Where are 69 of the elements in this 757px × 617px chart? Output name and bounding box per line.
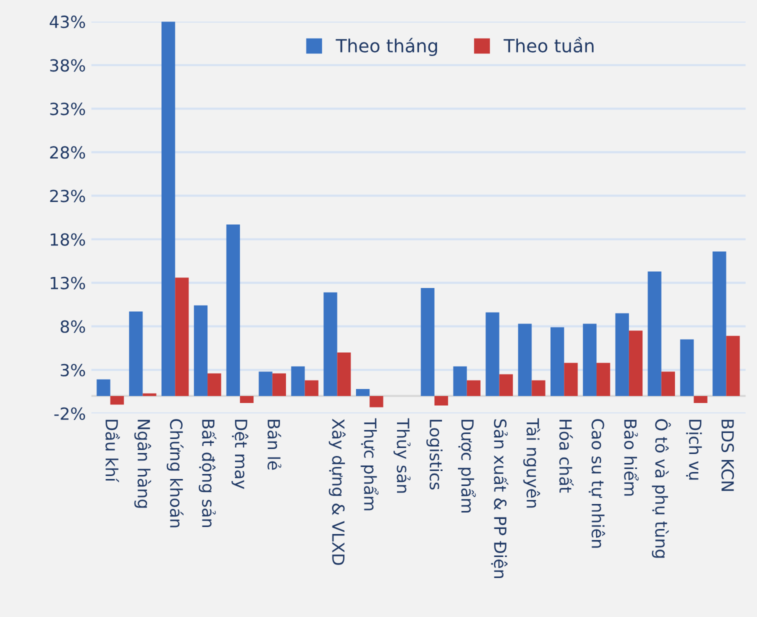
x-tick-label: Dược phẩm [458,420,476,512]
bar [337,352,351,396]
y-tick-label: 3% [60,364,86,376]
x-tick-label: Thủy sản [394,418,411,493]
bar [486,312,500,396]
x-tick-label: Xây dựng & VLXD [328,418,346,565]
x-tick-label: Thực phẩm [360,418,379,510]
bar [532,380,546,396]
bar [162,22,176,396]
bar [226,224,240,396]
bar [434,396,448,406]
bar [194,305,208,396]
x-tick-label: Bảo hiểm [624,420,639,496]
bar [453,366,467,396]
legend-label: Theo tuần [504,37,594,53]
y-tick-label: -2% [54,407,86,420]
bar [712,251,726,396]
bar [208,373,222,396]
bar [726,336,740,396]
bar [628,330,643,396]
bar [518,324,532,396]
bar [324,292,338,396]
bar [240,396,254,403]
y-tick-label: 8% [60,320,86,333]
y-tick-label: 13% [50,276,86,290]
bar [142,393,156,396]
x-tick-label: Tài nguyên [523,418,540,508]
y-tick-label: 43% [50,16,86,28]
bar [291,366,305,396]
bar [96,379,110,396]
bar [420,288,434,396]
bar [175,278,189,396]
y-tick-label: 23% [50,190,86,202]
x-tick-label: Dệt may [232,420,248,489]
x-tick-label: BDS KCN [721,420,734,491]
bar [370,396,384,408]
x-tick-label: Logistics [426,420,443,490]
bar [648,271,662,396]
x-tick-label: Bất động sản [198,420,216,527]
bar [110,396,124,405]
bar [129,312,143,396]
x-tick-label: Bán lẻ [268,420,282,470]
y-tick-label: 38% [50,59,86,72]
x-tick-label: Dầu khí [105,420,120,482]
bar [550,327,564,396]
bar [680,339,694,396]
bar [564,362,578,396]
bar [258,372,272,396]
bar [596,362,610,396]
x-tick-label: Chứng khoán [166,419,184,528]
bar [661,372,675,396]
bar [466,380,480,396]
y-tick-label: 18% [50,233,86,246]
bar [304,380,318,396]
bar [356,389,370,396]
x-tick-label: Cao su tự nhiên [588,419,606,548]
x-tick-label: Sản xuất & PP Điện [491,419,508,578]
bar [582,324,597,396]
x-tick-label: Dịch vụ [686,420,702,480]
x-tick-label: Hóa chất [559,420,574,493]
bar [694,396,708,403]
y-tick-label: 28% [50,146,86,159]
bar [615,313,629,396]
bar [272,373,286,396]
bar [499,374,513,396]
legend-label: Theo tháng [336,38,438,56]
x-tick-label: Ngân hàng [134,420,152,508]
y-tick-label: 33% [50,102,86,116]
x-tick-label: Ô tô và phụ tùng [652,419,671,558]
